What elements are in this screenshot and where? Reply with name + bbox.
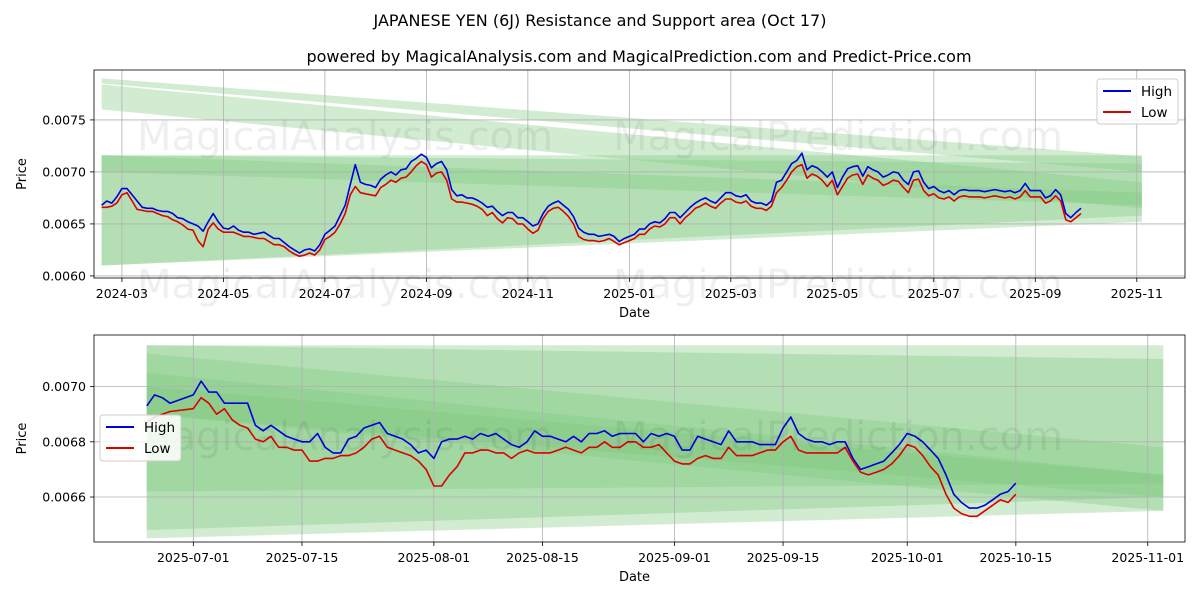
top-chart: 2024-03 2024-05 2024-07 2024-09 2024-11 2025-… [15, 69, 1186, 321]
series-high-line [101, 152, 1082, 254]
chart-title: JAPANESE YEN (6J) Resistance and Support… [373, 11, 827, 30]
x-tick-label: 2024-09 [400, 286, 452, 301]
legend-low-label: Low [1141, 105, 1168, 121]
legend-high-label: High [144, 420, 175, 436]
watermark: MagicalPrediction.com [613, 114, 1063, 160]
y-axis-label: Price [15, 423, 30, 455]
bottom-chart: 2025-07-01 2025-07-15 2025-08-01 2025-08-15… [15, 334, 1186, 585]
y-tick-label: 0.0070 [42, 164, 86, 179]
x-tick-label: 2025-10-01 [871, 550, 944, 565]
y-axis-label: Price [15, 158, 30, 190]
series-high-line [146, 380, 1017, 509]
x-tick-label: 2025-08-01 [398, 550, 471, 565]
series-low-line [146, 396, 1017, 518]
band-2 [146, 353, 1164, 511]
y-tick-label: 0.0070 [42, 379, 86, 394]
x-tick-label: 2024-05 [197, 286, 249, 301]
x-tick-label: 2025-10-15 [980, 550, 1053, 565]
series-low-line [101, 160, 1082, 257]
watermark: MagicalAnalysis.com [137, 262, 553, 308]
watermark: MagicalPrediction.com [613, 414, 1063, 460]
chart-subtitle: powered by MagicalAnalysis.com and Magic… [306, 47, 971, 66]
x-tick-label: 2024-11 [502, 286, 554, 301]
band-0 [101, 78, 1142, 172]
x-tick-label: 2024-07 [299, 286, 351, 301]
y-tick-label: 0.0060 [42, 268, 86, 283]
x-tick-label: 2025-08-15 [506, 550, 579, 565]
plot-area [94, 70, 1185, 278]
y-tick-label: 0.0068 [42, 434, 86, 449]
watermark: MagicalPrediction.com [613, 262, 1063, 308]
legend-low-label: Low [144, 441, 171, 457]
x-tick-label: 2025-07 [908, 286, 960, 301]
x-axis-label: Date [619, 306, 650, 321]
x-tick-label: 2025-03 [705, 286, 757, 301]
x-tick-label: 2025-09-15 [747, 550, 820, 565]
band-1 [101, 84, 1142, 209]
plot-frame [93, 69, 1186, 279]
x-tick-label: 2025-11-01 [1111, 550, 1184, 565]
x-tick-label: 2025-09-01 [638, 550, 711, 565]
band-1 [146, 345, 1164, 531]
y-tick-label: 0.0065 [42, 216, 86, 231]
x-tick-label: 2025-07-15 [266, 550, 339, 565]
watermark: MagicalAnalysis.com [137, 414, 553, 460]
band-3 [146, 372, 1164, 492]
legend-high-label: High [1141, 84, 1172, 100]
series-lines [146, 380, 1017, 518]
plot-frame [93, 334, 1186, 543]
x-tick-label: 2024-03 [96, 286, 148, 301]
x-tick-label: 2025-07-01 [157, 550, 230, 565]
x-axis-label: Date [619, 570, 650, 585]
x-tick-label: 2025-09 [1009, 286, 1061, 301]
series-lines [101, 152, 1082, 257]
x-tick-label: 2025-11 [1111, 286, 1163, 301]
legend: High Low [99, 414, 182, 462]
band-4 [101, 155, 1142, 206]
legend: High Low [1096, 78, 1179, 125]
x-tick-label: 2025-05 [806, 286, 858, 301]
x-tick-label: 2025-01 [603, 286, 655, 301]
y-tick-label: 0.0066 [42, 490, 86, 505]
y-tick-label: 0.0075 [42, 112, 86, 127]
watermark: MagicalAnalysis.com [137, 114, 553, 160]
